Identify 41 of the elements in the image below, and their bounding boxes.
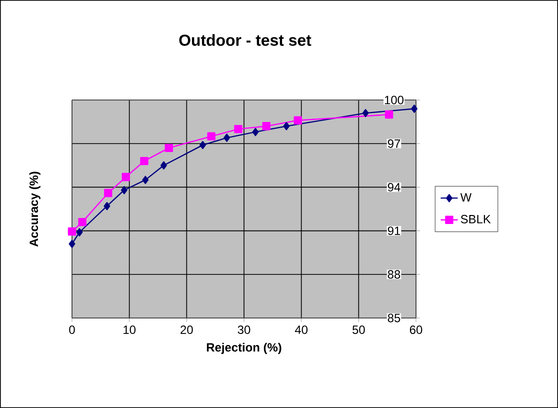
point (140, 156, 148, 166)
point (104, 188, 112, 198)
x-tick-label: 30 (238, 326, 250, 334)
point (160, 161, 167, 170)
x-tick-label: 10 (124, 326, 136, 334)
point (294, 116, 302, 124)
point (76, 228, 83, 236)
legend-label: W (460, 193, 472, 202)
x-tick-label: 50 (352, 326, 365, 334)
point (120, 186, 128, 194)
y-tick-label: 88 (388, 270, 400, 279)
point (78, 218, 86, 226)
point (234, 124, 242, 134)
y-tick-label: 94 (388, 182, 400, 192)
point (164, 144, 173, 152)
chart-title: Outdoor - test set (179, 34, 312, 46)
point (207, 132, 216, 140)
point (104, 202, 110, 210)
x-tick-label: 20 (180, 326, 193, 334)
point (142, 176, 149, 184)
y-tick-label: 91 (388, 226, 400, 236)
point (224, 134, 230, 142)
point (68, 227, 76, 236)
point (411, 104, 418, 113)
point (262, 122, 270, 130)
point (362, 108, 369, 118)
y-tick-label: 100 (384, 96, 404, 104)
legend-label: SBLK (460, 214, 491, 224)
point (384, 110, 394, 119)
y-axis-title: Accuracy (%) (29, 172, 40, 247)
point (199, 140, 206, 150)
point (283, 122, 290, 130)
x-tick-label: 40 (294, 326, 308, 334)
point (252, 128, 259, 136)
point (122, 172, 130, 182)
point (68, 240, 76, 248)
x-tick-label: 60 (410, 326, 422, 334)
y-tick-label: 97 (388, 139, 400, 148)
y-tick-label: 85 (388, 314, 400, 322)
x-axis-title: Rejection (%) (206, 342, 282, 354)
x-tick-label: 0 (69, 326, 75, 334)
